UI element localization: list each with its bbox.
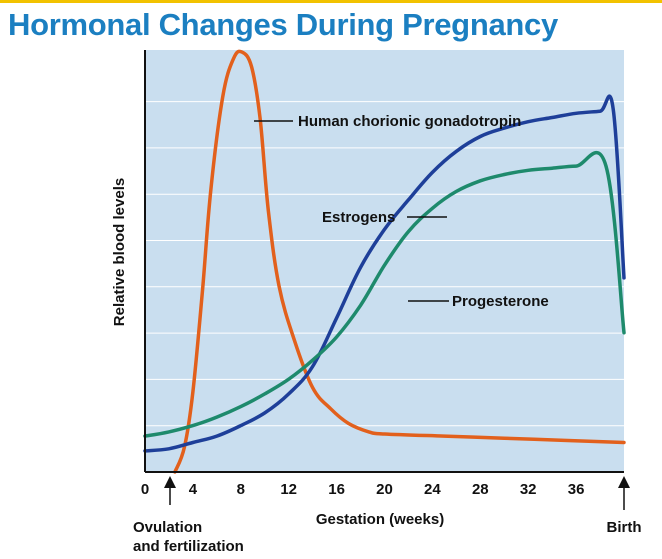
x-tick-label: 20 — [376, 481, 393, 498]
x-tick-label: 12 — [280, 481, 297, 498]
series-label-estrogens: Estrogens — [322, 209, 395, 226]
x-tick-label: 0 — [141, 481, 149, 498]
page-title: Hormonal Changes During Pregnancy — [8, 7, 558, 42]
x-tick-label: 8 — [237, 481, 245, 498]
series-line-progesterone — [143, 150, 626, 438]
x-tick-label: 32 — [520, 481, 537, 498]
series-line-estrogens — [143, 94, 626, 453]
fertilization-label: and fertilization — [133, 538, 244, 555]
x-tick-label: 4 — [189, 481, 198, 498]
title-rule — [0, 0, 662, 3]
series-line-hcg — [173, 49, 626, 474]
x-tick-label: 36 — [568, 481, 585, 498]
series-lines — [143, 49, 626, 474]
ovulation-label: Ovulation — [133, 519, 202, 536]
series-label-hcg: Human chorionic gonadotropin — [298, 113, 521, 130]
y-axis-title: Relative blood levels — [111, 178, 128, 326]
grid-lines — [145, 101, 624, 427]
birth-label: Birth — [607, 519, 642, 536]
series-label-progesterone: Progesterone — [452, 293, 549, 310]
x-tick-labels: 0 4 8 12 16 20 24 28 32 36 — [141, 481, 585, 498]
x-tick-label: 16 — [328, 481, 345, 498]
x-tick-label: 24 — [424, 481, 441, 498]
x-axis-title: Gestation (weeks) — [316, 511, 444, 528]
x-tick-label: 28 — [472, 481, 489, 498]
